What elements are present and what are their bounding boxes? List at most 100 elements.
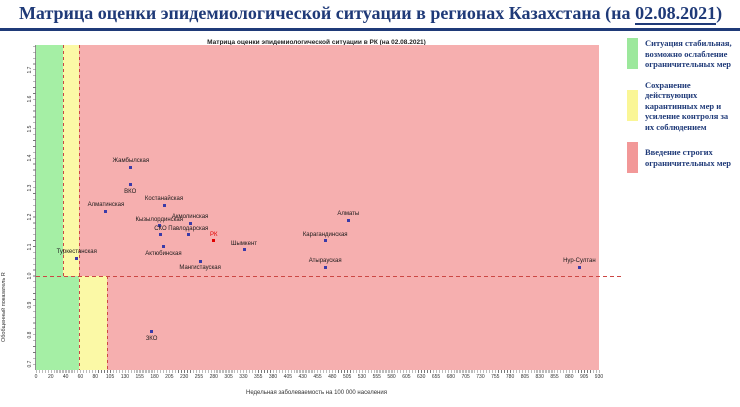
data-point [577,265,581,269]
data-point-label: Алматы [337,211,360,218]
legend-item: Введение строгих ограничительных мер [627,142,739,174]
data-point [75,256,79,260]
data-point [186,233,190,237]
x-tick-label: 880 [565,374,574,380]
green-zone-swatch [627,38,638,69]
x-tick-label: 455 [313,374,322,380]
data-point-label: Актюбинская [145,250,182,257]
data-point-label: Костанайская [144,196,184,203]
risk-zone [78,45,599,276]
data-point-label: СКО [154,225,167,232]
red-zone-swatch [627,142,638,174]
data-point-label: РК [210,231,218,238]
zone-boundary-line [78,45,80,370]
epidemic-matrix-chart: Матрица оценки эпидемиологической ситуац… [0,32,625,407]
y-tick-label: 1.4 [27,154,33,162]
x-tick-label: 530 [357,374,367,380]
risk-zone [78,276,108,370]
risk-zone [36,276,79,370]
y-tick-label: 1.5 [27,125,33,133]
x-tick-label: 655 [431,374,441,380]
risk-zone [63,45,79,276]
x-tick-label: 555 [372,374,381,380]
x-tick-label: 280 [209,374,218,380]
x-tick-label: 430 [298,374,307,380]
x-axis-ticks [36,370,600,373]
x-tick-label: 0 [34,374,38,380]
x-tick-label: 680 [446,374,455,380]
x-tick-label: 630 [417,374,426,380]
y-tick-label: 1.7 [27,66,33,74]
legend-item-text: Сохранение действующих карантинных мер и… [645,79,729,132]
x-tick-label: 855 [550,374,559,380]
y-tick-label: 0.9 [27,301,33,309]
data-point [150,330,154,334]
data-point-label: Акмолинская [171,214,209,221]
y-axis-title: Обобщенный показатель R [1,272,7,342]
x-tick-label: 130 [120,374,130,380]
legend-item: Сохранение действующих карантинных мер и… [627,80,739,133]
chart-legend: Ситуация стабильная, возможно ослабление… [627,38,739,174]
y-tick-label: 1.0 [27,272,33,280]
chart-title: Матрица оценки эпидемиологической ситуац… [207,39,426,46]
page-title-suffix: ) [716,3,723,23]
legend-item: Ситуация стабильная, возможно ослабление… [627,38,739,70]
data-point-label: Шымкент [230,240,258,247]
x-tick-label: 505 [342,374,352,380]
zone-boundary-line [107,276,109,370]
legend-item-text: Введение строгих ограничительных мер [645,147,731,168]
x-tick-label: 60 [77,374,84,380]
zone-boundary-line [63,45,65,276]
x-tick-label: 305 [224,374,233,380]
y-tick-label: 0.7 [27,360,33,368]
x-tick-label: 155 [135,374,144,380]
page-title: Матрица оценки эпидемиологической ситуац… [19,3,722,25]
data-point-label: Нур-Султан [563,258,596,265]
data-point [161,245,165,249]
x-tick-label: 20 [48,374,54,380]
x-tick-label: 230 [179,374,189,380]
x-tick-label: 780 [505,374,515,380]
x-tick-label: 380 [268,374,278,380]
data-point [323,265,327,269]
x-tick-label: 905 [579,374,589,380]
x-axis-title: Недельная заболеваемость на 100 000 насе… [246,390,387,396]
y-axis-ticks [33,46,36,368]
x-tick-label: 755 [491,374,500,380]
y-tick-label: 1.6 [27,95,33,103]
r-equals-1-reference-line [36,276,621,277]
risk-zone [36,45,64,276]
x-tick-label: 405 [283,374,293,380]
x-tick-label: 355 [254,374,263,380]
x-tick-label: 205 [165,374,174,380]
x-tick-label: 330 [239,374,248,380]
data-point-label: Туркестанская [56,249,97,256]
x-tick-label: 80 [92,374,99,380]
data-point-label: Жамбылская [112,158,150,165]
data-point-label: Карагандинская [302,231,348,238]
x-tick-label: 180 [150,374,159,380]
x-tick-label: 40 [62,374,69,380]
data-point [158,233,162,237]
x-tick-label: 705 [461,374,470,380]
data-point-label: Кызылординская [135,216,183,223]
page-header: Матрица оценки эпидемиологической ситуац… [0,0,740,31]
data-point-label: Алматинская [87,202,125,209]
data-point [188,221,192,225]
page-title-date: 02.08.2021 [635,3,717,25]
data-point [128,183,132,187]
risk-zone [107,276,599,370]
page-title-text: Матрица оценки эпидемиологической ситуац… [18,3,636,23]
data-point [162,203,166,207]
y-tick-label: 0.8 [27,331,33,339]
x-tick-label: 255 [194,374,204,380]
data-point [346,218,350,222]
data-point [242,248,246,251]
data-point-label: Атырауская [308,258,342,265]
data-point [157,224,161,228]
x-tick-label: 830 [535,374,544,380]
x-tick-label: 805 [520,374,530,380]
data-point-label: Павлодарская [168,225,209,232]
data-point [212,239,216,243]
